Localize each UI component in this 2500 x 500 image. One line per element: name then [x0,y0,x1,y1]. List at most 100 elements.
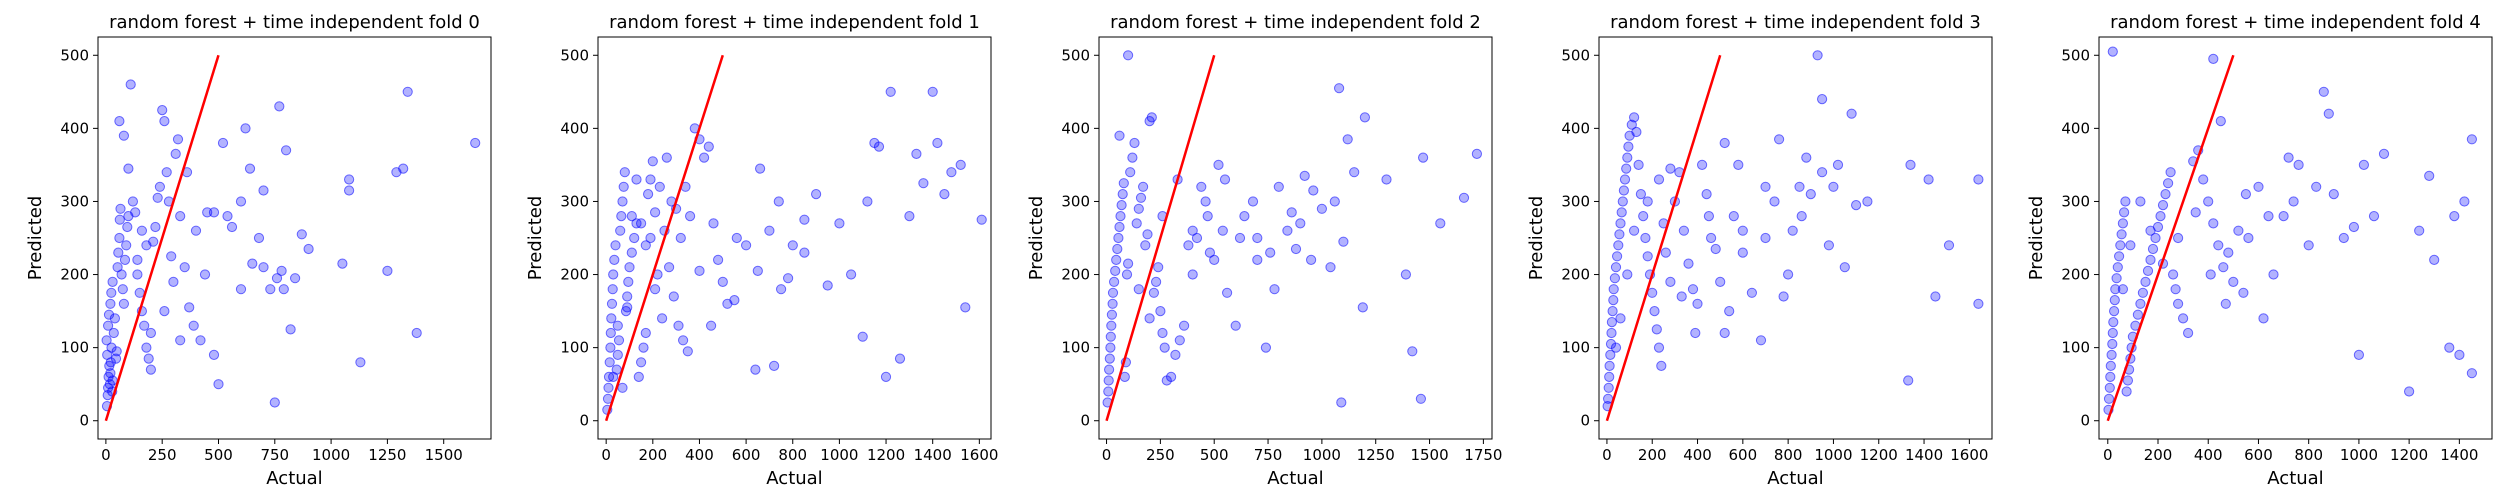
scatter-point [235,284,247,295]
x-tick-label: 400 [1683,446,1712,464]
chart-title: random forest + time independent fold 1 [609,12,980,33]
scatter-point [1213,159,1224,170]
scatter-point [610,240,621,251]
scatter-point [145,327,156,339]
scatter-point [1697,159,1708,170]
scatter-point [278,284,289,295]
scatter-point [1642,251,1653,262]
scatter-point [1653,174,1665,185]
y-tick-label: 0 [1580,412,1590,430]
scatter-point [235,196,247,207]
scatter-point [873,141,885,152]
scatter-point [285,324,296,335]
scatter-point [2323,108,2334,119]
scatter-point [344,185,355,196]
scatter-point [1325,262,1336,273]
scatter-point [265,284,276,295]
x-tick-label: 600 [1729,446,1758,464]
scatter-point [654,181,665,192]
scatter-point [894,353,906,364]
scatter-point [175,335,186,346]
scatter-points [2103,46,2477,415]
scatter-point [2109,295,2120,306]
y-tick-label: 300 [1061,192,1090,210]
scatter-point [159,306,170,317]
scatter-point [647,156,658,167]
scatter-point [1349,167,1360,178]
scatter-point [157,105,168,116]
y-tick-label: 500 [1061,46,1090,64]
scatter-point [2117,284,2128,295]
y-tick-label: 200 [560,266,589,284]
scatter-point [274,101,285,112]
scatter-point [1703,211,1715,222]
scatter-point [114,116,125,127]
scatter-point [769,360,780,371]
scatter-point [2208,218,2219,229]
scatter-point [1774,134,1785,145]
scatter-point [113,247,124,258]
scatter-point [175,211,186,222]
scatter-point [1113,232,1124,244]
scatter-point [1183,240,1194,251]
scatter-point [1107,287,1119,298]
scatter-point [613,335,625,346]
scatter-point [1400,269,1412,280]
x-tick-label: 750 [260,446,289,464]
scatter-point [1607,306,1618,317]
scatter-point [2243,232,2254,244]
y-tick-label: 100 [60,339,89,357]
scatter-point [1146,112,1157,123]
scatter-point [1151,276,1162,287]
scatter-point [355,357,366,368]
y-tick-label: 400 [1561,119,1590,137]
scatter-point [2168,269,2179,280]
scatter-point [623,276,634,287]
scatter-point [1125,167,1136,178]
y-tick-label: 500 [60,46,89,64]
scatter-point [188,320,199,331]
scatter-point [1612,251,1623,262]
scatter-point [141,342,152,353]
scatter-point [2238,287,2249,298]
scatter-point [1665,163,1676,174]
scatter-point [2155,211,2166,222]
x-tick-label: 1400 [1905,446,1943,464]
scatter-point [2110,284,2121,295]
scatter-point [1638,211,1649,222]
scatter-point [1286,207,1297,218]
scatter-point [612,320,623,331]
scatter-point [1338,236,1349,247]
scatter-point [604,357,615,368]
scatter-point [1131,218,1142,229]
scatter-point [2288,196,2299,207]
scatter-point [1733,159,1744,170]
plot-frame [2098,36,2493,440]
scatter-point [1299,170,1310,181]
scatter-point [1839,262,1850,273]
scatter-point [123,163,134,174]
scatter-point [773,196,784,207]
scatter-point [1109,276,1120,287]
scatter-point [1142,229,1153,240]
scatter-point [110,353,122,364]
scatter-point [822,280,833,291]
scatter-point [2348,221,2359,233]
scatter-point [1923,174,1934,185]
scatter-point [2165,167,2176,178]
scatter-point [141,240,152,251]
scatter-point [633,371,644,382]
scatter-point [2145,254,2156,265]
scatter-point [1783,269,1794,280]
scatter-point [2318,86,2329,97]
scatter-point [946,167,957,178]
scatter-point [2449,211,2460,222]
scatter-point [1613,240,1624,251]
scatter-point [1778,291,1789,302]
scatter-point [1123,50,1134,61]
scatter-point [624,262,635,273]
scatter-point [678,335,689,346]
x-tick-label: 750 [1254,446,1283,464]
scatter-point [1649,306,1660,317]
scatter-point [1273,181,1284,192]
